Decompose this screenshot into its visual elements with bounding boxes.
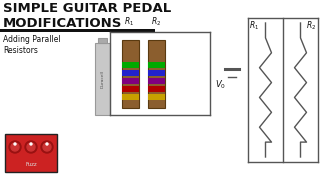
Circle shape <box>11 143 19 151</box>
Text: Duracell: Duracell <box>100 70 105 88</box>
Text: $R_1$: $R_1$ <box>249 20 260 33</box>
Bar <box>148 86 165 92</box>
Bar <box>122 62 139 68</box>
Text: $R_2$: $R_2$ <box>307 20 316 33</box>
Bar <box>95 43 110 115</box>
Circle shape <box>43 143 51 151</box>
Bar <box>6 135 58 173</box>
Bar <box>148 94 165 100</box>
Circle shape <box>25 141 37 153</box>
Bar <box>122 94 139 100</box>
Text: Adding Parallel: Adding Parallel <box>3 35 60 44</box>
Bar <box>122 70 139 76</box>
Circle shape <box>27 143 35 151</box>
Bar <box>148 40 165 108</box>
Circle shape <box>14 143 16 145</box>
Bar <box>148 78 165 84</box>
Text: SIMPLE GUITAR PEDAL: SIMPLE GUITAR PEDAL <box>3 2 171 15</box>
Bar <box>122 86 139 92</box>
Bar <box>122 78 139 84</box>
Bar <box>0 29 155 32</box>
Text: Resistors: Resistors <box>3 46 38 55</box>
Bar <box>148 62 165 68</box>
Text: MODIFICATIONS: MODIFICATIONS <box>3 17 122 30</box>
Bar <box>98 38 107 43</box>
Text: $V_0$: $V_0$ <box>215 79 226 91</box>
Bar <box>148 70 165 76</box>
Bar <box>5 134 57 172</box>
Text: $R_1$: $R_1$ <box>124 15 135 28</box>
Circle shape <box>9 141 21 153</box>
Bar <box>122 40 139 108</box>
Text: $R_2$: $R_2$ <box>151 15 162 28</box>
Circle shape <box>30 143 32 145</box>
Circle shape <box>46 143 48 145</box>
Circle shape <box>41 141 53 153</box>
Text: Fuzz: Fuzz <box>25 161 37 166</box>
